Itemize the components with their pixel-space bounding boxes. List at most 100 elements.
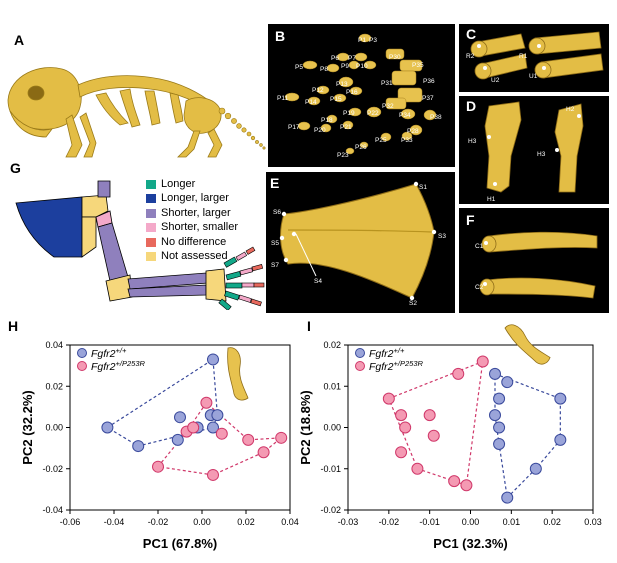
wildtype-point bbox=[493, 392, 506, 405]
panel-f-bones bbox=[479, 231, 598, 299]
x-tick-label: 0.03 bbox=[584, 517, 602, 527]
panel-e-label-s3: S3 bbox=[438, 233, 446, 240]
mutant-hull bbox=[388, 360, 484, 487]
x-tick-label: 0.04 bbox=[281, 517, 299, 527]
panel-b-label-p3: P3 bbox=[369, 37, 377, 44]
legend-gene-name: Fgfr2 bbox=[369, 361, 394, 373]
pca-chart-h: -0.06 -0.04 -0.02 0.00 0.02 0.04 0.04 0.02 0.00 -… bbox=[20, 340, 299, 551]
legend-genotype: +/P253R bbox=[394, 359, 424, 368]
mutant-legend-label: Fgfr2+/P253R bbox=[369, 359, 423, 373]
mutant-point bbox=[187, 421, 200, 434]
panel-b-label-p22: P22 bbox=[367, 110, 379, 117]
panel-b-label-p11: P11 bbox=[277, 95, 289, 102]
legend-swatch bbox=[146, 223, 156, 233]
panel-b-label-p38: P38 bbox=[430, 114, 442, 121]
mutant-point bbox=[215, 427, 228, 440]
panel-b-label-p10: P10 bbox=[356, 63, 368, 70]
legend-genotype: +/P253R bbox=[116, 359, 146, 368]
wildtype-hull bbox=[494, 373, 561, 499]
panel-letter-g: G bbox=[10, 160, 21, 176]
legend-label: Not assessed bbox=[161, 250, 228, 263]
x-tick-label: 0.02 bbox=[543, 517, 561, 527]
y-tick-label: -0.04 bbox=[42, 505, 63, 515]
pca-chart-i: -0.03 -0.02 -0.01 0.00 0.01 0.02 0.03 0.02 0.01 0… bbox=[300, 324, 602, 551]
x-tick-label: -0.03 bbox=[338, 517, 359, 527]
panel-d-label-h1: H1 bbox=[487, 196, 496, 203]
wildtype-point bbox=[501, 491, 514, 504]
panel-b-label-p6: P6 bbox=[331, 55, 339, 62]
mutant-point bbox=[427, 429, 440, 442]
panel-b-label-p37: P37 bbox=[422, 95, 434, 102]
y-tick-label: 0.02 bbox=[323, 340, 341, 350]
panel-c-label-r1: R1 bbox=[519, 53, 528, 60]
wildtype-legend-label: Fgfr2+/+ bbox=[369, 346, 405, 360]
legend-genotype: +/+ bbox=[116, 346, 127, 355]
panel-b-label-p20: P20 bbox=[314, 127, 326, 134]
panel-letter-i: I bbox=[307, 318, 311, 334]
wildtype-point bbox=[501, 376, 514, 389]
x-tick-label: -0.06 bbox=[60, 517, 81, 527]
panel-e-label-s2: S2 bbox=[409, 300, 417, 307]
legend-item-longer-larger: Longer, larger bbox=[146, 192, 238, 207]
mutant-point bbox=[152, 460, 164, 473]
mutant-point bbox=[382, 392, 395, 405]
mutant-legend-marker bbox=[355, 361, 365, 371]
panel-b-label-p28: P28 bbox=[407, 128, 419, 135]
panel-letter-c: C bbox=[466, 26, 477, 42]
wildtype-point bbox=[489, 409, 501, 422]
mutant-point bbox=[395, 409, 408, 422]
panel-letter-b: B bbox=[275, 28, 286, 44]
x-tick-label: 0.01 bbox=[503, 517, 521, 527]
x-tick-label: 0.02 bbox=[237, 517, 255, 527]
mutant-point bbox=[423, 409, 436, 422]
panel-d-label-h3: H3 bbox=[537, 151, 546, 158]
wildtype-point bbox=[489, 367, 501, 380]
wildtype-point bbox=[493, 421, 506, 434]
panel-b-label-p33: P33 bbox=[401, 137, 413, 144]
legend-swatch bbox=[146, 194, 156, 204]
wildtype-point bbox=[171, 433, 184, 446]
wildtype-point bbox=[132, 440, 145, 453]
wildtype-point bbox=[529, 462, 542, 475]
mutant-legend-marker bbox=[77, 361, 87, 371]
wildtype-point bbox=[174, 411, 186, 424]
wildtype-point bbox=[211, 409, 224, 422]
legend-item-not-assessed: Not assessed bbox=[146, 250, 238, 265]
wildtype-point bbox=[554, 433, 567, 446]
panel-c-label-r2: R2 bbox=[466, 53, 475, 60]
panel-b-label-p34: P34 bbox=[399, 112, 411, 119]
panel-b-label-p17: P17 bbox=[288, 124, 300, 131]
wildtype-point bbox=[101, 421, 114, 434]
legend-swatch bbox=[146, 237, 156, 247]
panel-e-label-s6: S6 bbox=[273, 209, 281, 216]
panel-letter-e: E bbox=[270, 175, 280, 191]
panel-b-label-p7: P7 bbox=[348, 55, 356, 62]
mutant-point bbox=[399, 421, 412, 434]
legend-swatch bbox=[146, 252, 156, 262]
panel-b-label-p16: P16 bbox=[346, 89, 358, 96]
panel-d-bones bbox=[484, 101, 584, 193]
x-tick-label: -0.04 bbox=[104, 517, 125, 527]
panel-d-label-h3: H3 bbox=[468, 138, 477, 145]
panel-b-label-p31: P31 bbox=[381, 80, 393, 87]
panel-f-label-c1: C1 bbox=[475, 243, 484, 250]
panel-d-label-h2: H2 bbox=[566, 106, 575, 113]
legend-gene-name: Fgfr2 bbox=[369, 348, 394, 360]
panel-b-label-p9: P9 bbox=[341, 63, 349, 70]
panel-b-label-p12: P12 bbox=[312, 87, 324, 94]
legend-genotype: +/+ bbox=[394, 346, 405, 355]
limb-legend: Longer Longer, larger Shorter, larger Sh… bbox=[146, 177, 238, 264]
mutant-point bbox=[275, 431, 288, 444]
mutant-point bbox=[476, 355, 489, 368]
panel-b-label-p5: P5 bbox=[295, 64, 303, 71]
panel-letter-d: D bbox=[466, 98, 477, 114]
panel-b-label-p1: P1 bbox=[358, 37, 366, 44]
panel-b-label-p30: P30 bbox=[389, 54, 401, 61]
panel-b-label-p21: P21 bbox=[340, 124, 352, 131]
legend-label: Shorter, smaller bbox=[161, 221, 239, 234]
panel-c-label-u2: U2 bbox=[491, 77, 500, 84]
legend-swatch bbox=[146, 208, 156, 218]
panel-b-label-p35: P35 bbox=[412, 62, 424, 69]
mutant-point bbox=[448, 475, 461, 488]
x-axis-label: PC1 (67.8%) bbox=[143, 536, 217, 551]
